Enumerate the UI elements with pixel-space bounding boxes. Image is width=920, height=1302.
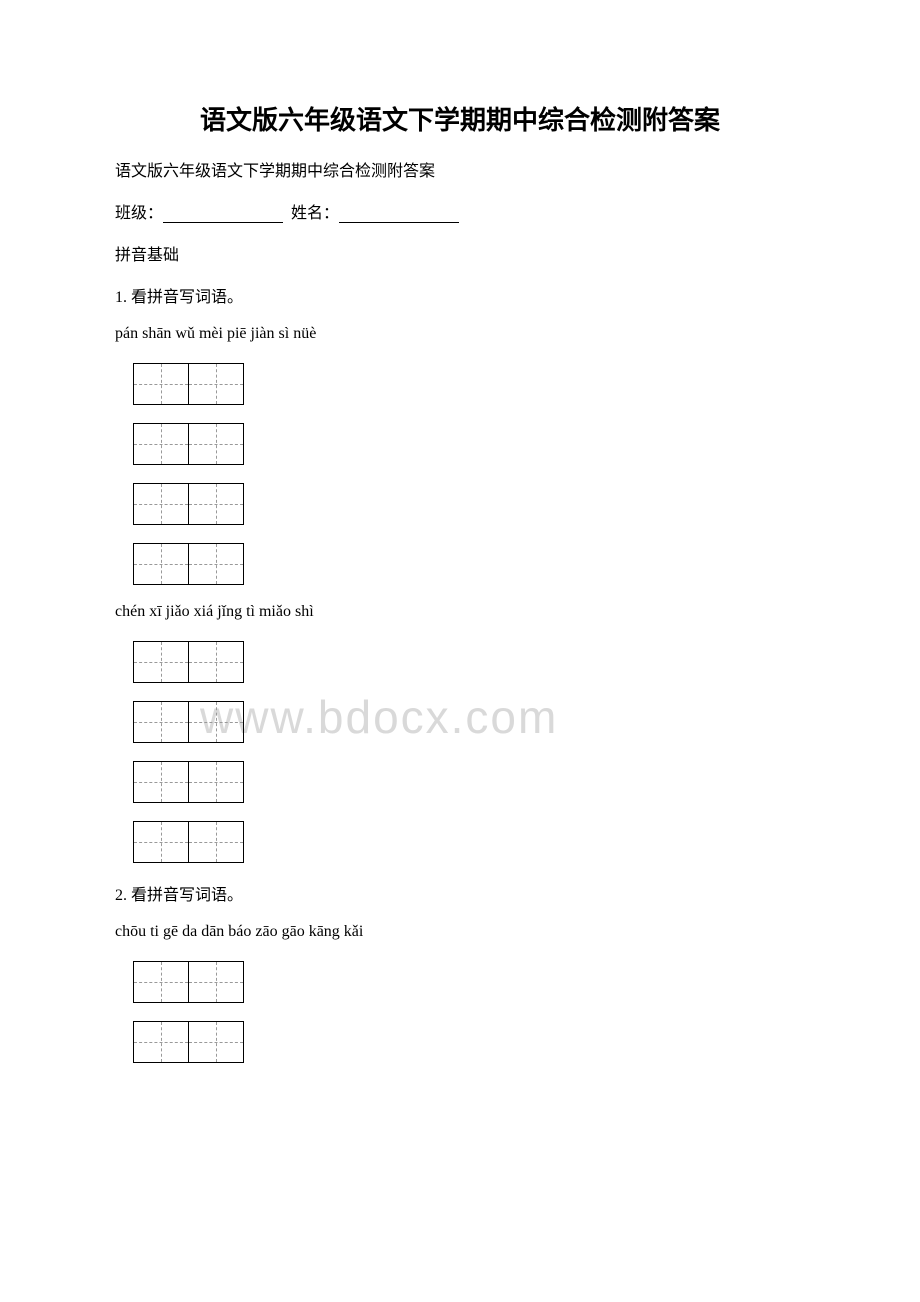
char-box[interactable] (188, 423, 244, 465)
pinyin-line-2a: chōu ti gē da dān báo zāo gāo kāng kǎi (115, 923, 805, 941)
class-label: 班级： (115, 205, 163, 222)
section-heading: 拼音基础 (115, 241, 805, 265)
char-box[interactable] (188, 961, 244, 1003)
answer-box-row (133, 483, 805, 525)
char-box[interactable] (188, 1021, 244, 1063)
char-box[interactable] (133, 483, 189, 525)
char-box[interactable] (133, 363, 189, 405)
char-box[interactable] (133, 701, 189, 743)
char-box[interactable] (133, 761, 189, 803)
char-box[interactable] (188, 761, 244, 803)
answer-box-row (133, 423, 805, 465)
form-line: 班级： 姓名： (115, 199, 805, 223)
answer-box-row (133, 761, 805, 803)
char-box[interactable] (188, 641, 244, 683)
char-box[interactable] (188, 543, 244, 585)
char-box[interactable] (188, 483, 244, 525)
answer-box-row (133, 543, 805, 585)
char-box[interactable] (188, 701, 244, 743)
pinyin-line-1a: pán shān wǔ mèi piē jiàn sì nüè (115, 325, 805, 343)
question-1: 1. 看拼音写词语。 (115, 283, 805, 307)
char-box[interactable] (133, 961, 189, 1003)
char-box[interactable] (188, 363, 244, 405)
class-blank[interactable] (163, 205, 283, 223)
answer-box-row (133, 961, 805, 1003)
char-box[interactable] (133, 821, 189, 863)
char-box[interactable] (133, 543, 189, 585)
name-blank[interactable] (339, 205, 459, 223)
char-box[interactable] (133, 641, 189, 683)
name-label: 姓名： (291, 205, 339, 222)
answer-box-row (133, 363, 805, 405)
answer-box-row (133, 701, 805, 743)
pinyin-line-1b: chén xī jiǎo xiá jǐng tì miǎo shì (115, 603, 805, 621)
question-2: 2. 看拼音写词语。 (115, 881, 805, 905)
subtitle-text: 语文版六年级语文下学期期中综合检测附答案 (115, 157, 805, 181)
char-box[interactable] (133, 1021, 189, 1063)
answer-box-row (133, 641, 805, 683)
answer-box-row (133, 1021, 805, 1063)
char-box[interactable] (133, 423, 189, 465)
answer-box-row (133, 821, 805, 863)
page-title: 语文版六年级语文下学期期中综合检测附答案 (115, 100, 805, 137)
char-box[interactable] (188, 821, 244, 863)
